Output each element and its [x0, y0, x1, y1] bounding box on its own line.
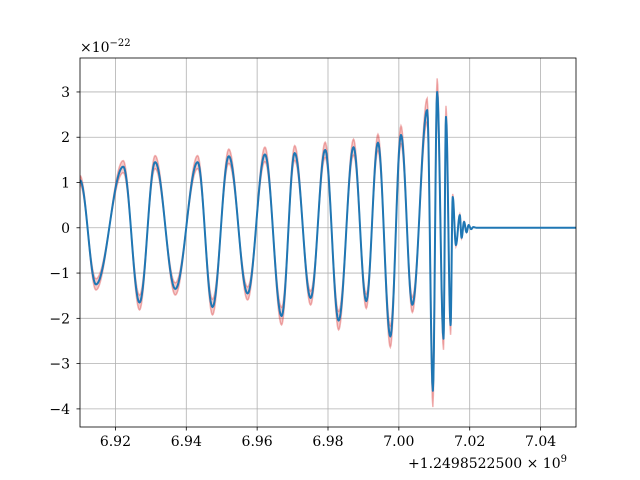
y-tick-label: 2 — [61, 130, 70, 146]
y-tick-label: −2 — [49, 311, 70, 327]
y-tick-label: 3 — [61, 85, 70, 101]
y-tick-label: 1 — [61, 176, 70, 192]
waveform-line — [80, 90, 576, 392]
y-tick-label: −3 — [49, 357, 70, 373]
y-axis-multiplier: ×10−22 — [80, 38, 131, 56]
y-tick-label: −4 — [49, 402, 70, 418]
x-tick-label: 7.04 — [525, 434, 556, 450]
x-tick-label: 6.94 — [171, 434, 202, 450]
x-tick-label: 7.02 — [454, 434, 485, 450]
x-tick-label: 6.96 — [242, 434, 273, 450]
waveform-series — [80, 90, 576, 392]
grid — [80, 58, 576, 427]
x-tick-label: 7.00 — [383, 434, 414, 450]
y-tick-label: −1 — [49, 266, 70, 282]
x-tick-label: 6.98 — [312, 434, 343, 450]
x-axis-offset: +1.2498522500 × 109 — [408, 454, 567, 472]
y-tick-label: 0 — [61, 221, 70, 237]
x-tick-label: 6.92 — [100, 434, 131, 450]
ticks: 6.92 6.94 6.96 6.98 7.00 7.02 7.04 3 2 1 0 −1 −2 −3 −4 — [49, 85, 556, 450]
